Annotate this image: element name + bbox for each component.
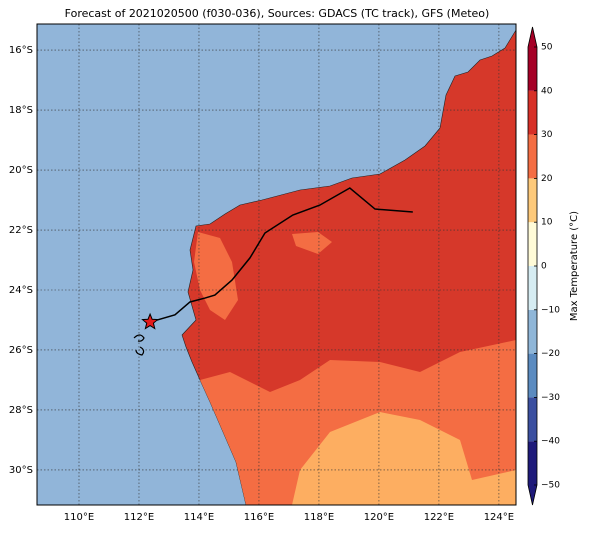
colorbar-segment [528,134,537,179]
colorbar-tick-label: 0 [541,262,547,272]
chart-title: Forecast of 2021020500 (f030-036), Sourc… [65,7,490,20]
colorbar-segment [528,353,537,398]
y-tick-label: 26°S [9,345,33,356]
map-frame [36,23,517,506]
x-tick-label: 120°E [364,512,394,523]
cyclone-symbol [133,334,145,356]
mild-zone [292,412,516,505]
colorbar-tick-label: −50 [541,481,560,491]
colorbar-tick-label: −10 [541,305,560,315]
map-area [37,24,516,505]
colorbar-segment [528,178,537,223]
colorbar-segment [528,90,537,135]
x-tick-label: 124°E [484,512,514,523]
colorbar-label: Max Temperature (°C) [569,211,580,321]
x-tick-label: 118°E [304,512,334,523]
colorbar-tick-label: −40 [541,437,560,447]
colorbar-extend-bottom [528,485,537,505]
y-tick-label: 28°S [9,405,33,416]
colorbar-segment [528,441,537,485]
x-tick-label: 114°E [184,512,214,523]
colorbar-tick-label: 30 [541,130,553,140]
colorbar-segment [528,222,537,266]
x-tick-label: 112°E [124,512,154,523]
colorbar-tick-label: −30 [541,393,560,403]
colorbar-segment [528,397,537,442]
colorbar-tick-label: 20 [541,174,553,184]
y-tick-label: 24°S [9,285,33,296]
y-tick-label: 18°S [9,105,33,116]
colorbar-segment [528,266,537,310]
x-tick-label: 122°E [424,512,454,523]
colorbar-tick-label: 50 [541,43,553,53]
storm-track [149,187,413,323]
colorbar-extend-top [528,27,537,47]
storm-position [141,312,159,330]
colorbar-segment [528,47,537,91]
warm-zone [292,232,332,254]
y-tick-label: 20°S [9,165,33,176]
colorbar-tick-label: 40 [541,86,553,96]
y-tick-label: 16°S [9,45,33,56]
y-tick-label: 22°S [9,225,33,236]
colorbar-tick-label: 10 [541,218,553,228]
x-tick-label: 116°E [244,512,274,523]
colorbar-tick-label: −20 [541,349,560,359]
y-tick-label: 30°S [9,465,33,476]
x-tick-label: 110°E [64,512,94,523]
colorbar-segment [528,309,537,354]
